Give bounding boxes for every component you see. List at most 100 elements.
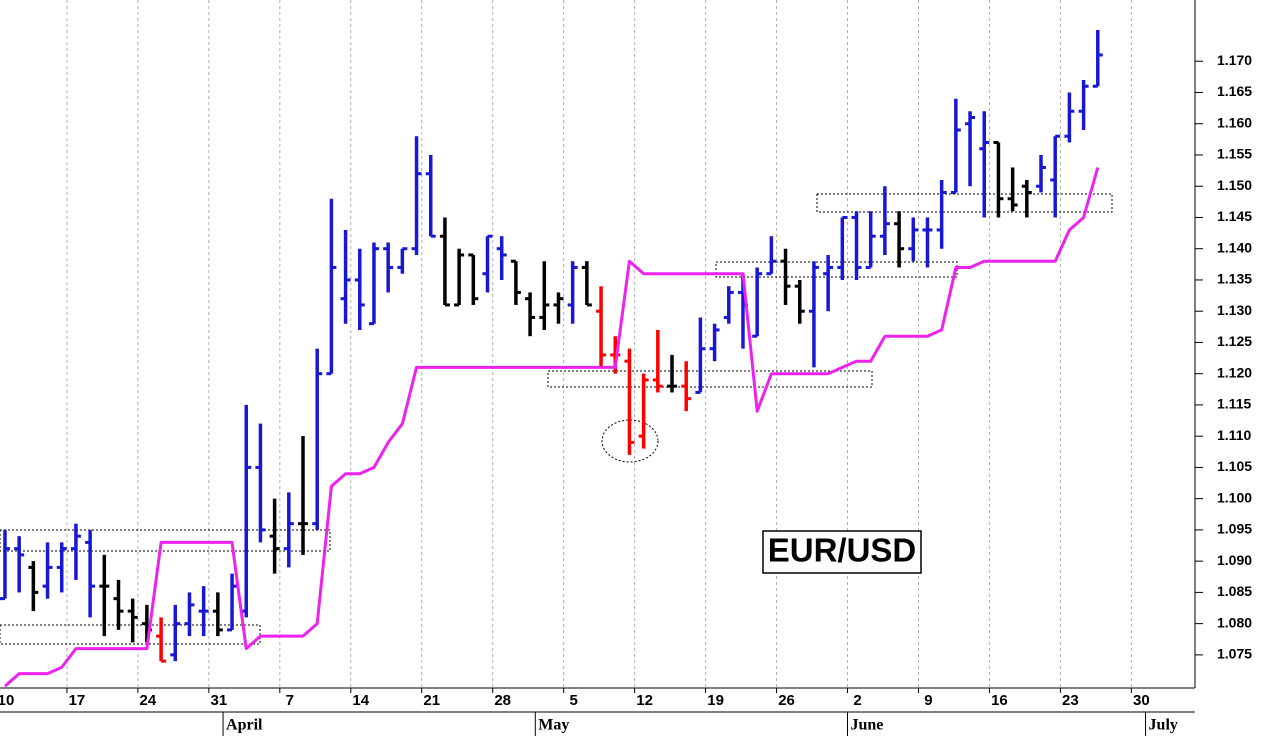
ohlc-bar (482, 234, 493, 293)
ohlc-bar (113, 579, 124, 630)
y-tick-label: 1.110 (1217, 427, 1251, 443)
ohlc-bar (723, 286, 734, 324)
y-tick-label: 1.170 (1217, 52, 1252, 68)
ohlc-bar (227, 573, 238, 632)
ohlc-bar (170, 604, 181, 662)
ohlc-bar (752, 267, 763, 338)
ohlc-bar (99, 554, 110, 637)
ohlc-bar (581, 261, 592, 307)
y-tick-label: 1.080 (1217, 614, 1252, 630)
ohlc-bar (638, 373, 649, 449)
ohlc-bar (411, 136, 422, 255)
ohlc-bar (85, 529, 96, 618)
ohlc-bar (283, 492, 294, 568)
y-tick-label: 1.165 (1217, 83, 1252, 99)
ohlc-bar (269, 498, 280, 574)
ohlc-bar (354, 248, 365, 330)
ohlc-bar (624, 348, 635, 455)
ohlc-bar (525, 292, 536, 337)
y-tick-label: 1.160 (1217, 114, 1252, 130)
x-tick-label: 2 (853, 692, 861, 709)
y-tick-label: 1.115 (1217, 396, 1251, 412)
y-tick-label: 1.140 (1217, 239, 1252, 255)
ohlc-bar (936, 179, 947, 249)
ohlc-bar (397, 247, 408, 274)
range-box (0, 624, 261, 645)
stop-line (4, 167, 1100, 688)
x-tick-label: 24 (140, 692, 157, 709)
range-box (816, 193, 1113, 213)
ohlc-bar (837, 215, 848, 280)
y-tick-label: 1.105 (1217, 458, 1252, 474)
ohlc-bar (28, 561, 39, 612)
x-tick-label: 10 (0, 692, 14, 709)
ohlc-bar (709, 323, 720, 362)
ohlc-bar (56, 542, 67, 593)
ohlc-bar (780, 248, 791, 305)
y-tick-label: 1.085 (1217, 583, 1252, 599)
y-tick-label: 1.125 (1217, 333, 1252, 349)
x-tick-label: 30 (1133, 692, 1150, 709)
axes: 1.075 1.080 1.085 1.090 1.095 1.100 1.105 1.110… (0, 52, 1252, 736)
ohlc-bar (922, 217, 933, 268)
ohlc-bar (808, 261, 819, 368)
ohlc-bar (539, 261, 550, 330)
x-tick-label: 21 (423, 692, 440, 709)
ohlc-bar (368, 242, 379, 326)
ohlc-bar (14, 536, 25, 593)
y-tick-label: 1.100 (1217, 489, 1252, 505)
ohlc-bar (1092, 29, 1103, 88)
ohlc-bar (1064, 92, 1075, 143)
ohlc-bar (496, 236, 507, 280)
ohlc-bar (0, 529, 10, 601)
y-tick-label: 1.120 (1217, 364, 1252, 380)
ohlc-bar (1078, 79, 1089, 130)
ohlc-bar (993, 140, 1004, 218)
ohlc-bar (1050, 134, 1061, 218)
month-label: June (851, 717, 884, 734)
range-box (715, 261, 958, 278)
ohlc-bar (851, 211, 862, 280)
annotation: EUR/USD (768, 532, 917, 569)
x-tick-label: 7 (286, 692, 294, 709)
y-tick-label: 1.155 (1217, 146, 1252, 162)
month-label: July (1149, 717, 1178, 734)
ohlc-bar (567, 261, 578, 324)
ohlc-bar (794, 279, 805, 324)
ohlc-bar (156, 617, 167, 663)
x-tick-label: 19 (707, 692, 724, 709)
x-tick-label: 17 (69, 692, 86, 709)
y-tick-label: 1.145 (1217, 208, 1252, 224)
x-tick-label: 26 (778, 692, 795, 709)
ohlc-bar (383, 242, 394, 293)
ohlc-bar (1007, 167, 1018, 212)
ohlc-bar (198, 586, 209, 637)
ohlc-bar (965, 111, 976, 187)
x-tick-label: 23 (1062, 692, 1079, 709)
ohlc-bar (879, 186, 890, 255)
range-boxes (0, 193, 1113, 645)
month-label: May (538, 717, 569, 734)
ohlc-bar (340, 229, 351, 324)
ohlc-bar (766, 236, 777, 276)
ohlc-bar (652, 329, 663, 393)
y-tick-label: 1.075 (1217, 646, 1252, 662)
ohlc-bar (1021, 179, 1032, 218)
ohlc-bar (42, 542, 53, 599)
ohlc-bar (468, 253, 479, 305)
ohlc-bar (312, 348, 323, 530)
y-tick-label: 1.090 (1217, 552, 1252, 568)
y-tick-label: 1.135 (1217, 271, 1252, 287)
ohlc-bar (950, 98, 961, 194)
ohlc-bar (127, 598, 138, 643)
ohlc-bar (184, 592, 195, 637)
grid (66, 0, 1132, 688)
ohlc-bar (596, 286, 607, 368)
ohlc-bar (70, 523, 81, 580)
ohlc-bar (454, 248, 465, 307)
ohlc-bar (979, 111, 990, 218)
y-tick-label: 1.130 (1217, 302, 1252, 318)
ohlc-bar (298, 436, 309, 555)
